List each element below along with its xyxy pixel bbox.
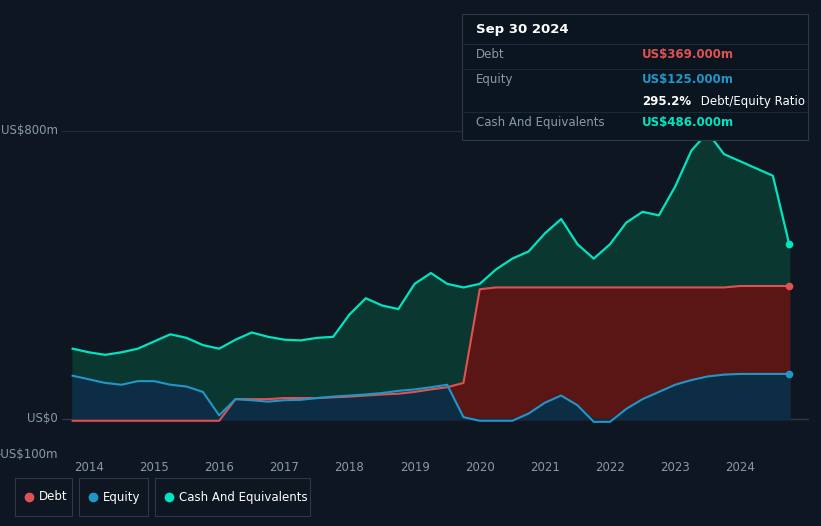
Text: -US$100m: -US$100m: [0, 449, 57, 461]
FancyBboxPatch shape: [462, 14, 808, 140]
Text: Equity: Equity: [476, 73, 513, 86]
Text: Cash And Equivalents: Cash And Equivalents: [179, 491, 308, 503]
Bar: [155, 478, 310, 516]
Text: US$486.000m: US$486.000m: [642, 116, 734, 129]
Text: US$369.000m: US$369.000m: [642, 48, 734, 61]
Bar: [15, 478, 72, 516]
Text: 295.2%: 295.2%: [642, 95, 691, 108]
Text: US$800m: US$800m: [1, 124, 57, 137]
Bar: [79, 478, 148, 516]
Text: Debt: Debt: [39, 491, 67, 503]
Text: US$125.000m: US$125.000m: [642, 73, 734, 86]
Text: Debt/Equity Ratio: Debt/Equity Ratio: [697, 95, 805, 108]
Text: US$0: US$0: [27, 412, 57, 426]
Text: Equity: Equity: [103, 491, 140, 503]
Text: Sep 30 2024: Sep 30 2024: [476, 23, 568, 36]
Text: Debt: Debt: [476, 48, 504, 61]
Text: Cash And Equivalents: Cash And Equivalents: [476, 116, 604, 129]
